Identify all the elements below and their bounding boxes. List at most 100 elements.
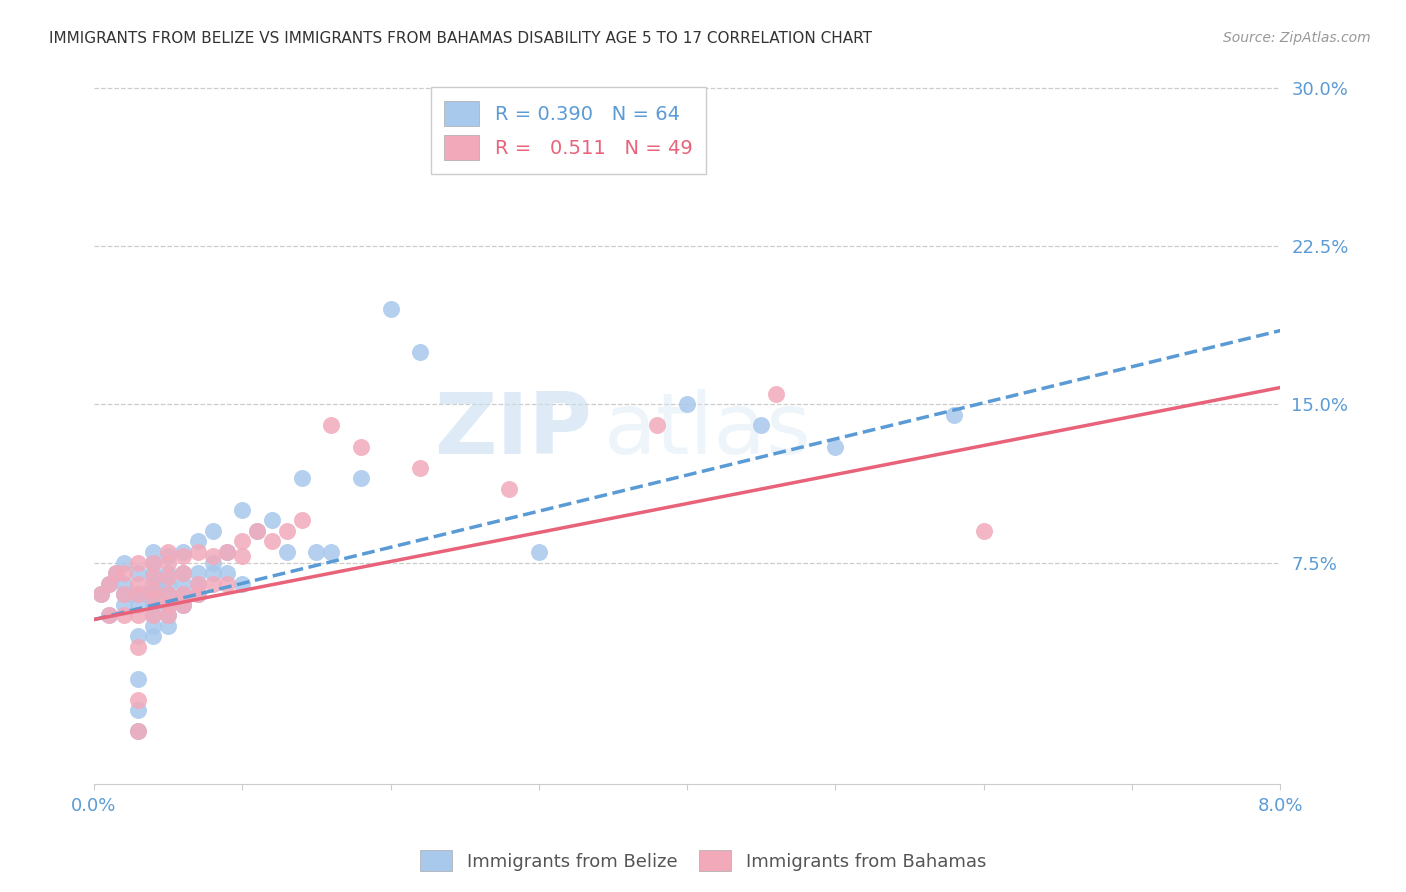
Point <box>765 387 787 401</box>
Point <box>97 608 120 623</box>
Point <box>127 608 149 623</box>
Point <box>157 587 180 601</box>
Point <box>105 566 128 581</box>
Point <box>142 576 165 591</box>
Point <box>127 629 149 643</box>
Point <box>321 418 343 433</box>
Point <box>112 566 135 581</box>
Point <box>350 440 373 454</box>
Text: Source: ZipAtlas.com: Source: ZipAtlas.com <box>1223 31 1371 45</box>
Point <box>142 591 165 606</box>
Point <box>90 587 112 601</box>
Point <box>527 545 550 559</box>
Point <box>112 598 135 612</box>
Point <box>172 576 194 591</box>
Legend: R = 0.390   N = 64, R =   0.511   N = 49: R = 0.390 N = 64, R = 0.511 N = 49 <box>430 87 706 174</box>
Point <box>112 587 135 601</box>
Point <box>749 418 772 433</box>
Point <box>142 608 165 623</box>
Point <box>90 587 112 601</box>
Point <box>172 587 194 601</box>
Point <box>157 608 180 623</box>
Point <box>127 587 149 601</box>
Point <box>217 545 239 559</box>
Point <box>172 566 194 581</box>
Point <box>305 545 328 559</box>
Point <box>201 556 224 570</box>
Point <box>201 549 224 564</box>
Point <box>246 524 269 538</box>
Point <box>157 556 180 570</box>
Point <box>217 566 239 581</box>
Point <box>127 724 149 739</box>
Point <box>321 545 343 559</box>
Point <box>276 524 298 538</box>
Point <box>157 619 180 633</box>
Point <box>276 545 298 559</box>
Point <box>127 672 149 686</box>
Point <box>112 608 135 623</box>
Point <box>112 556 135 570</box>
Point <box>157 576 180 591</box>
Point <box>112 576 135 591</box>
Point <box>231 503 253 517</box>
Point <box>172 549 194 564</box>
Point <box>142 619 165 633</box>
Point <box>105 566 128 581</box>
Point <box>498 482 520 496</box>
Point <box>157 598 180 612</box>
Point <box>973 524 995 538</box>
Point <box>246 524 269 538</box>
Point <box>127 598 149 612</box>
Point <box>127 703 149 717</box>
Point <box>142 629 165 643</box>
Point <box>943 408 966 422</box>
Point <box>157 587 180 601</box>
Point <box>201 566 224 581</box>
Point <box>260 534 283 549</box>
Point <box>350 471 373 485</box>
Point <box>187 576 209 591</box>
Point <box>187 576 209 591</box>
Point <box>201 576 224 591</box>
Point <box>112 587 135 601</box>
Point <box>409 344 432 359</box>
Point <box>97 576 120 591</box>
Point <box>187 534 209 549</box>
Point <box>157 598 180 612</box>
Point <box>135 587 157 601</box>
Point <box>127 692 149 706</box>
Point <box>157 608 180 623</box>
Point <box>127 566 149 581</box>
Point <box>290 513 312 527</box>
Point <box>217 545 239 559</box>
Point <box>647 418 669 433</box>
Point <box>172 566 194 581</box>
Point <box>290 471 312 485</box>
Point <box>824 440 846 454</box>
Point <box>217 576 239 591</box>
Point <box>127 556 149 570</box>
Point <box>120 587 142 601</box>
Point <box>127 640 149 654</box>
Point <box>187 587 209 601</box>
Point <box>201 524 224 538</box>
Point <box>97 608 120 623</box>
Point <box>142 608 165 623</box>
Text: atlas: atlas <box>605 389 813 472</box>
Point <box>127 587 149 601</box>
Point <box>187 566 209 581</box>
Point <box>157 566 180 581</box>
Point <box>231 549 253 564</box>
Point <box>380 302 402 317</box>
Point <box>127 576 149 591</box>
Point <box>172 587 194 601</box>
Text: ZIP: ZIP <box>434 389 592 472</box>
Point <box>157 549 180 564</box>
Point <box>676 397 699 411</box>
Point <box>142 556 165 570</box>
Point <box>97 576 120 591</box>
Point <box>172 598 194 612</box>
Point <box>172 545 194 559</box>
Point <box>142 556 165 570</box>
